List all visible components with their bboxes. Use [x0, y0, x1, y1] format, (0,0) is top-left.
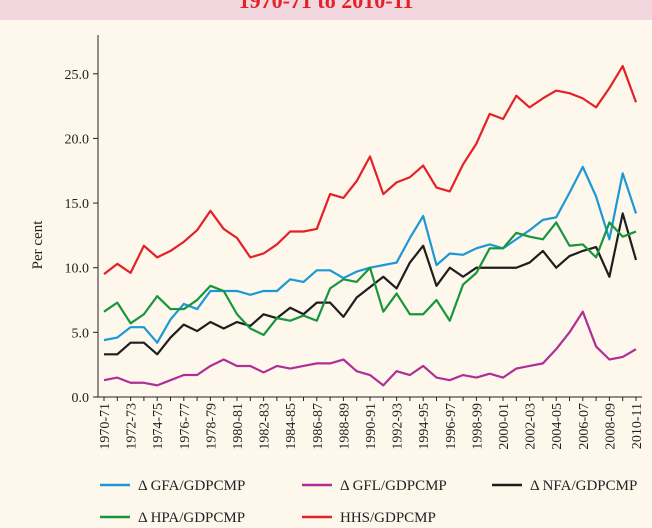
series-line — [103, 165, 638, 344]
x-tick-label: 1982-83 — [258, 403, 273, 450]
series-line — [103, 64, 638, 276]
y-tick-label: 10.0 — [65, 262, 90, 277]
y-tick-label: 25.0 — [65, 68, 90, 83]
x-tick-label: 1998-99 — [470, 403, 485, 450]
x-tick-label: 1980-81 — [231, 403, 246, 450]
chart-title: 1970-71 to 2010-11 — [239, 0, 414, 13]
x-tick-label: 1972-73 — [125, 403, 140, 450]
y-tick-label: 0.0 — [72, 391, 90, 406]
legend-label: Δ NFA/GDPCMP — [530, 478, 637, 494]
x-tick-label: 1970-71 — [98, 403, 113, 450]
x-tick-label: 2006-07 — [577, 403, 592, 450]
x-tick-label: 1978-79 — [204, 403, 219, 450]
legend-label: HHS/GDPCMP — [340, 510, 436, 526]
legend-label: Δ GFL/GDPCMP — [340, 478, 447, 494]
title-band — [0, 0, 652, 20]
legend-label: Δ GFA/GDPCMP — [138, 478, 245, 494]
series-line — [104, 212, 638, 356]
x-tick-label: 1974-75 — [151, 403, 166, 450]
x-tick-label: 1990-91 — [364, 403, 379, 450]
x-tick-label: 2008-09 — [603, 403, 618, 450]
x-tick-label: 1986-87 — [311, 403, 326, 450]
y-tick-label: 15.0 — [65, 197, 90, 212]
series-line — [103, 310, 637, 387]
y-tick-label: 20.0 — [65, 132, 90, 147]
y-axis-label: Per cent — [30, 220, 46, 270]
x-tick-label: 2000-01 — [497, 403, 512, 450]
x-tick-label: 1996-97 — [444, 403, 459, 450]
x-tick-label: 1992-93 — [391, 403, 406, 450]
legend-label: Δ HPA/GDPCMP — [138, 510, 245, 526]
x-tick-label: 1994-95 — [417, 403, 432, 450]
x-tick-label: 1976-77 — [178, 403, 193, 450]
x-tick-label: 1984-85 — [284, 403, 299, 450]
x-tick-label: 2004-05 — [550, 403, 565, 450]
x-tick-label: 1988-89 — [337, 403, 352, 450]
x-tick-label: 2010-11 — [630, 403, 645, 449]
series-line — [103, 221, 637, 337]
y-tick-label: 5.0 — [72, 326, 90, 341]
x-tick-label: 2002-03 — [524, 403, 539, 450]
